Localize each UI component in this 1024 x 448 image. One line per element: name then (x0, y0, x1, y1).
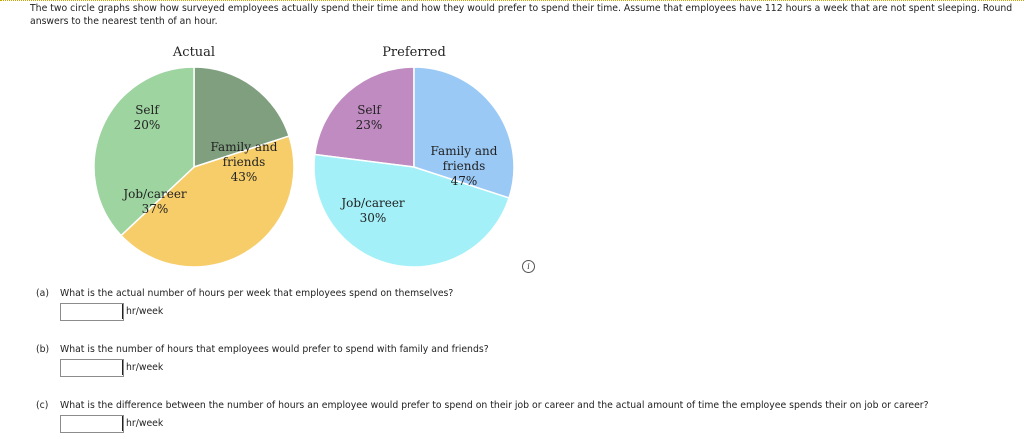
preferred-slice-label-2: Job/career 30% (339, 196, 405, 225)
actual-slice-self (193, 66, 291, 169)
question-a: (a) What is the actual number of hours pe… (36, 288, 453, 299)
answer-b-unit: hr/week (122, 360, 182, 375)
actual-slice-family-and-friends (120, 135, 295, 268)
preferred-slice-job-career (413, 66, 515, 199)
pie-actual: Self 20% Family and friends 43% Job/career 37% (93, 66, 295, 268)
question-b: (b) What is the number of hours that empl… (36, 344, 489, 355)
preferred-slice-label-1: Family and friends 47% (431, 144, 498, 188)
question-a-text: What is the actual number of hours per w… (60, 288, 454, 299)
actual-slice-label-2: Job/career 37% (121, 187, 187, 216)
actual-slice-label-1: Family and friends 43% (211, 140, 278, 184)
actual-slice-label-0: Self 20% (134, 103, 161, 132)
question-b-part: (b) (36, 344, 50, 355)
answer-c-input[interactable] (60, 415, 124, 433)
answer-a-input[interactable] (60, 303, 124, 321)
question-b-text: What is the number of hours that employe… (60, 344, 489, 355)
actual-slice-job-career (93, 66, 195, 237)
answer-c-unit: hr/week (122, 416, 182, 431)
pie-preferred: Self 23% Family and friends 47% Job/career 30% (313, 66, 515, 268)
top-border (0, 0, 1024, 1)
question-a-part: (a) (36, 288, 49, 299)
answer-b-input[interactable] (60, 359, 124, 377)
problem-intro: The two circle graphs show how surveyed … (30, 3, 1013, 27)
preferred-slice-label-0: Self 23% (356, 103, 383, 132)
circle-graphs: Actual Preferred Self 20% Family and friend… (93, 45, 515, 268)
info-icon[interactable]: i (522, 260, 535, 273)
preferred-slice-self (313, 66, 415, 168)
chart-title-preferred: Preferred (382, 45, 446, 60)
question-c-text: What is the difference between the numbe… (60, 400, 929, 411)
chart-title-actual: Actual (172, 45, 215, 60)
question-c-part: (c) (36, 400, 49, 411)
answer-a-unit: hr/week (122, 304, 182, 319)
question-c: (c) What is the difference between the nu… (36, 400, 929, 411)
